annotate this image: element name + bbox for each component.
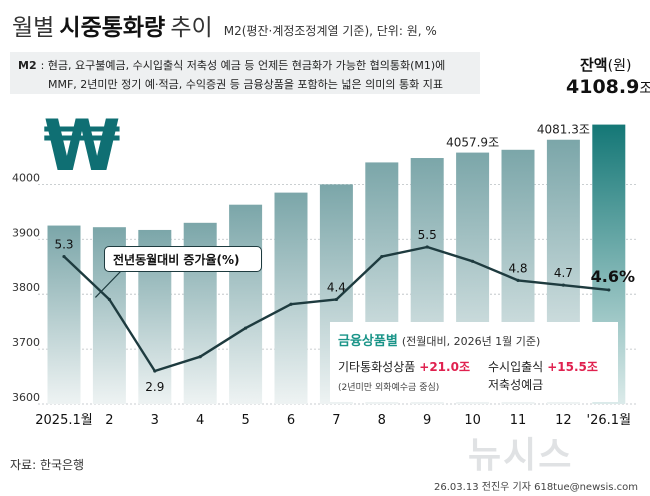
growth-rate-point [62,254,66,259]
financial-item-1-label: 기타통화성상품 [338,360,416,374]
growth-rate-label: 2.9 [145,380,164,394]
y-tick-label: 3800 [12,281,40,294]
balance-label-text: 잔액 [580,56,608,74]
growth-rate-point [153,369,157,373]
definition-tag: M2 [18,59,37,72]
growth-rate-point [516,278,520,282]
financial-product-box: 금융상품별 (전월대비, 2026년 1월 기준) 기타통화성상품 +21.0조 (… [330,322,618,402]
definition-line-2: MMF, 2년미만 정기 예·적금, 수익증권 등 금융상품을 포함하는 넓은 … [48,78,443,91]
x-tick-label: 5 [241,413,249,428]
growth-rate-point [107,297,111,302]
credit-line: 26.03.13 전진우 기자 618tue@newsis.com [434,482,638,493]
financial-item-1-note: (2년미만 외화예수금 중심) [338,383,440,393]
x-tick-label: 12 [555,413,572,428]
y-tick-label: 3600 [12,391,40,404]
balance-number: 4108.9 [566,76,640,98]
financial-item-1-value: +21.0조 [419,360,470,374]
definition-box: M2: 현금, 요구불예금, 수시입출식 저축성 예금 등 언제든 현금화가 가… [10,52,480,94]
balance-unit: 조 [639,81,650,97]
growth-rate-legend: 전년동월대비 증가율(%) [104,246,262,272]
growth-rate-point [198,355,202,359]
financial-item-2: 수시입출식 +15.5조 [488,358,598,375]
x-tick-label: 6 [287,413,295,428]
bar [47,225,81,404]
financial-box-subtitle: (전월대비, 2026년 1월 기준) [401,335,541,348]
chart-subtitle: M2(평잔·계정조정계열 기준), 단위: 원, % [223,24,437,38]
financial-item-2-value: +15.5조 [547,360,598,374]
title-part-1: 월별 [12,15,55,41]
won-sign-icon: ₩ [43,105,120,187]
growth-rate-label: 4.8 [508,261,527,275]
definition-line-1: M2: 현금, 요구불예금, 수시입출식 저축성 예금 등 언제든 현금화가 가… [18,57,445,73]
balance-value: 4108.9조 [566,76,650,98]
financial-item-2-label-b: 저축성예금 [488,378,544,392]
bar-value-label: 4057.9조 [446,136,499,150]
growth-rate-legend-text: 전년동월대비 증가율(%) [113,253,240,267]
growth-rate-label: 5.5 [418,228,437,242]
x-tick-label: 3 [151,413,159,428]
balance-label-unit: (원) [607,58,632,74]
watermark-logo: 뉴시스 [468,435,574,476]
legend-pointer [94,269,123,298]
growth-rate-point [334,297,338,302]
financial-item-2-label-a: 수시입출식 [488,360,544,374]
growth-rate-point [244,326,248,330]
y-tick-label: 4000 [12,171,40,184]
growth-rate-point [289,302,293,306]
bar [229,204,263,404]
growth-rate-point [425,245,429,249]
growth-rate-label: 4.7 [554,266,573,280]
x-tick-label: 11 [510,413,527,428]
x-tick-label: 10 [464,413,481,428]
x-tick-label: 7 [332,413,340,428]
financial-box-title-text: 금융상품별 [338,334,398,349]
bar [274,192,308,404]
bar-value-label: 4081.3조 [537,123,590,137]
y-tick-label: 3700 [12,336,40,349]
x-tick-label: 2 [105,413,113,428]
y-tick-label: 3900 [12,226,40,239]
growth-rate-point [607,288,611,292]
x-tick-label: '26.1월 [587,413,631,428]
definition-text-1: : 현금, 요구불예금, 수시입출식 저축성 예금 등 언제든 현금화가 가능한… [40,59,446,72]
growth-rate-point [471,259,475,263]
title-main: 시중통화량 [59,15,166,41]
growth-rate-label: 4.6% [591,267,635,286]
x-tick-label: 8 [378,413,386,428]
x-tick-label: 9 [423,413,431,428]
x-tick-label: 4 [196,413,204,428]
balance-label: 잔액(원) [580,54,631,75]
source-note: 자료: 한국은행 [10,458,85,472]
financial-item-1: 기타통화성상품 +21.0조 [338,358,470,375]
growth-rate-point [380,254,384,259]
financial-box-title: 금융상품별 (전월대비, 2026년 1월 기준) [338,330,540,349]
growth-rate-label: 4.4 [327,280,346,294]
chart-title: 월별 시중통화량 추이 M2(평잔·계정조정계열 기준), 단위: 원, % [12,8,437,42]
growth-rate-label: 5.3 [54,238,73,252]
x-tick-label: 2025.1월 [35,413,92,428]
title-part-2: 추이 [170,15,213,41]
svg-text:₩: ₩ [43,105,120,187]
growth-rate-point [561,283,566,287]
